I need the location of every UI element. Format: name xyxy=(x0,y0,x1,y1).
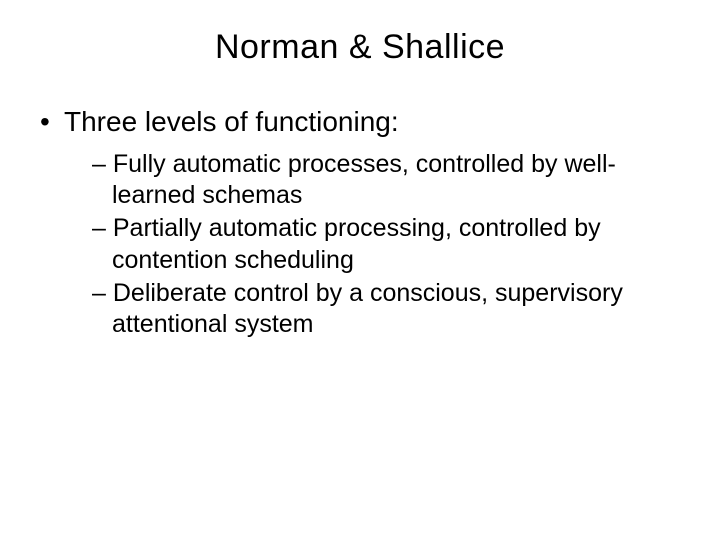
level1-item: •Three levels of functioning: xyxy=(40,103,680,141)
slide-title: Norman & Shallice xyxy=(40,28,680,67)
dash-icon: – xyxy=(92,279,106,307)
level2-lead: Fully automatic processes xyxy=(113,150,402,178)
level2-item: – Deliberate control by a conscious, sup… xyxy=(92,278,660,341)
dash-icon: – xyxy=(92,150,106,178)
level2-item: – Fully automatic processes, controlled … xyxy=(92,149,660,212)
level2-list: – Fully automatic processes, controlled … xyxy=(92,149,660,341)
slide: Norman & Shallice •Three levels of funct… xyxy=(0,0,720,540)
dash-icon: – xyxy=(92,214,106,242)
level2-item: – Partially automatic processing, contro… xyxy=(92,213,660,276)
level2-lead: Deliberate control xyxy=(113,279,309,307)
bullet-icon: • xyxy=(40,103,64,141)
level2-lead: Partially automatic processing xyxy=(113,214,445,242)
level1-text: Three levels of functioning: xyxy=(64,106,399,137)
